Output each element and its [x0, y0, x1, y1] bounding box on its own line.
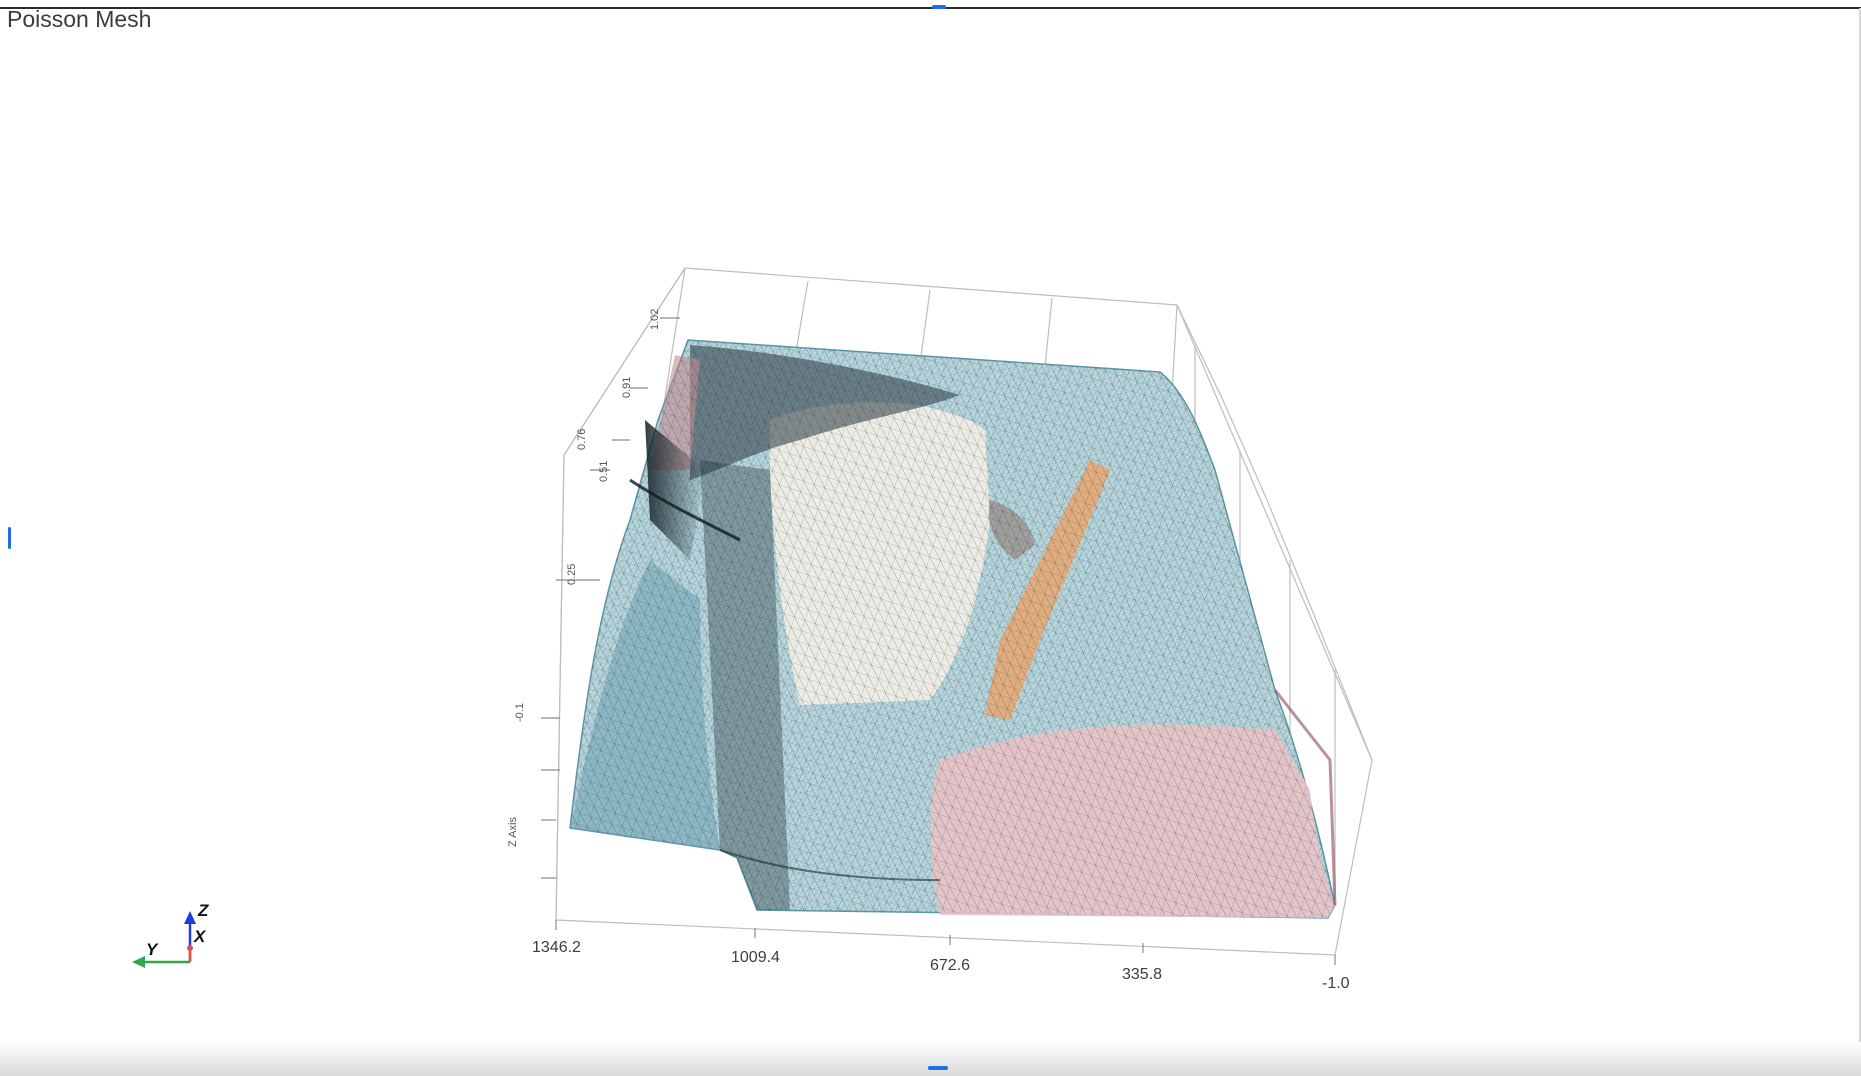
viewport-right-border: [1859, 8, 1861, 1058]
z-tick-label: 0.51: [598, 461, 610, 482]
orientation-axes-widget[interactable]: Z X Y: [132, 901, 209, 968]
z-tick-label: 0.25: [566, 564, 578, 585]
z-tick-label: 0.76: [576, 429, 588, 450]
y-axis-arrowhead: [132, 956, 145, 968]
z-axis-ticks: [541, 317, 680, 879]
x-axis-ticks: [555, 920, 1336, 965]
x-axis-arrowhead: [187, 945, 193, 951]
left-resize-handle[interactable]: [8, 527, 11, 549]
z-tick-label: -0.1: [514, 703, 526, 722]
z-axis-letter: Z: [197, 901, 209, 920]
z-axis-title: Z Axis: [507, 817, 519, 847]
x-tick-label: -1.0: [1322, 975, 1350, 992]
bottom-resize-handle[interactable]: [928, 1066, 948, 1070]
poisson-mesh-surface: [569, 339, 1337, 919]
plot-title: Poisson Mesh: [7, 6, 152, 32]
viewport-bottom-shade: [0, 1042, 1861, 1076]
z-axis-arrowhead: [184, 911, 196, 924]
x-tick-label: 1346.2: [532, 939, 581, 956]
top-resize-handle[interactable]: [932, 5, 946, 9]
x-tick-label: 1009.4: [731, 949, 780, 966]
z-tick-label: 0.91: [621, 377, 633, 398]
x-axis-letter: X: [193, 927, 207, 946]
x-tick-label: 672.6: [930, 957, 970, 974]
viewport-top-border: [0, 7, 1861, 9]
y-axis-letter: Y: [146, 940, 159, 959]
x-tick-label: 335.8: [1122, 966, 1162, 983]
z-tick-label: 1.02: [649, 309, 661, 330]
